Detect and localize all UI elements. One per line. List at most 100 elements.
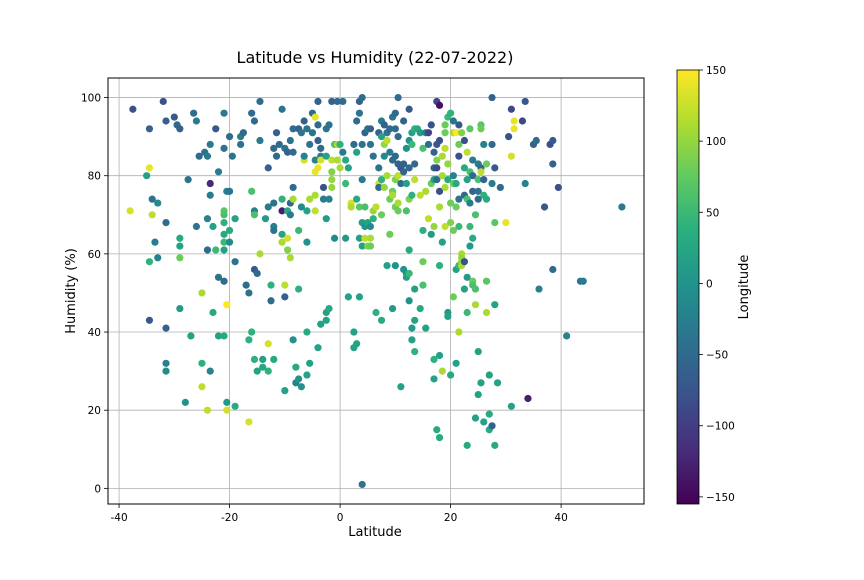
data-point bbox=[203, 152, 212, 160]
data-point bbox=[322, 215, 330, 223]
data-point bbox=[549, 265, 557, 274]
data-point bbox=[148, 211, 156, 219]
data-point bbox=[380, 183, 388, 192]
data-point bbox=[388, 191, 397, 199]
data-point bbox=[463, 273, 471, 281]
data-point bbox=[463, 148, 471, 156]
data-point bbox=[220, 238, 228, 246]
data-point bbox=[435, 203, 444, 211]
data-point bbox=[554, 183, 562, 192]
data-point bbox=[441, 222, 449, 231]
data-point bbox=[424, 140, 433, 149]
data-point bbox=[253, 269, 261, 278]
data-point bbox=[397, 179, 405, 188]
data-point bbox=[435, 136, 444, 145]
data-point bbox=[618, 203, 626, 211]
data-point bbox=[151, 238, 159, 246]
data-point bbox=[314, 164, 322, 172]
data-point bbox=[507, 152, 515, 160]
data-point bbox=[314, 344, 322, 352]
data-point bbox=[419, 144, 427, 152]
data-point bbox=[400, 160, 408, 168]
data-point bbox=[424, 215, 433, 223]
data-point bbox=[248, 109, 256, 117]
data-point bbox=[250, 117, 259, 125]
data-point bbox=[225, 238, 234, 246]
data-point bbox=[300, 152, 308, 160]
data-point bbox=[353, 195, 361, 203]
y-tick-label: 80 bbox=[88, 171, 101, 183]
data-point bbox=[485, 371, 493, 379]
data-point bbox=[358, 176, 366, 184]
data-point bbox=[430, 375, 438, 383]
data-point bbox=[198, 289, 206, 297]
data-point bbox=[295, 285, 303, 293]
data-point bbox=[311, 191, 319, 199]
data-point bbox=[361, 234, 369, 242]
data-point bbox=[438, 152, 446, 160]
data-point bbox=[203, 215, 212, 223]
x-axis-label: Latitude bbox=[348, 525, 402, 540]
data-point bbox=[206, 191, 214, 199]
data-point bbox=[347, 203, 355, 211]
data-point bbox=[350, 328, 358, 336]
data-point bbox=[237, 140, 245, 149]
data-point bbox=[394, 199, 402, 207]
data-point bbox=[270, 199, 278, 207]
data-point bbox=[438, 238, 446, 246]
y-tick-label: 40 bbox=[88, 327, 101, 339]
data-point bbox=[408, 324, 416, 332]
data-point bbox=[477, 168, 485, 176]
data-point bbox=[344, 293, 352, 301]
data-point bbox=[466, 222, 474, 231]
data-point bbox=[383, 136, 391, 145]
data-point bbox=[256, 250, 264, 258]
data-point bbox=[391, 152, 399, 160]
data-point bbox=[272, 129, 281, 137]
data-point bbox=[402, 207, 410, 215]
data-point bbox=[444, 176, 452, 184]
data-point bbox=[223, 406, 231, 414]
data-point bbox=[289, 125, 297, 133]
data-point bbox=[405, 297, 413, 305]
data-point bbox=[388, 304, 397, 313]
data-point bbox=[474, 347, 482, 356]
y-tick-label: 20 bbox=[88, 405, 101, 417]
data-point bbox=[322, 316, 330, 324]
data-point bbox=[353, 340, 361, 348]
data-point bbox=[449, 226, 457, 235]
data-point bbox=[272, 152, 281, 160]
data-point bbox=[380, 152, 388, 160]
data-point bbox=[145, 164, 154, 172]
data-point bbox=[303, 371, 311, 379]
y-axis-ticks: 0 20 40 60 80 100 bbox=[81, 93, 108, 495]
data-point bbox=[328, 183, 336, 192]
data-point bbox=[281, 387, 289, 395]
data-point bbox=[212, 125, 220, 133]
data-point bbox=[209, 222, 217, 231]
colorbar-tick-label: 150 bbox=[706, 65, 726, 77]
data-point bbox=[488, 422, 496, 430]
data-point bbox=[220, 144, 228, 152]
data-point bbox=[449, 293, 457, 301]
data-point bbox=[549, 160, 557, 168]
data-point bbox=[408, 336, 416, 344]
data-point bbox=[480, 418, 488, 426]
data-point bbox=[220, 332, 228, 340]
data-point bbox=[342, 156, 350, 164]
data-point bbox=[154, 254, 162, 262]
data-point bbox=[259, 355, 267, 363]
data-point bbox=[162, 324, 170, 332]
data-point bbox=[286, 136, 294, 145]
data-point bbox=[549, 136, 557, 145]
colorbar-ticks: 150 100 50 0 −50 −100 −150 bbox=[699, 65, 735, 504]
colorbar-label: Longitude bbox=[737, 255, 752, 320]
data-point bbox=[303, 328, 311, 336]
data-point bbox=[377, 316, 386, 324]
data-point bbox=[159, 97, 167, 106]
data-point bbox=[386, 148, 394, 156]
data-point bbox=[460, 164, 469, 172]
data-point bbox=[394, 93, 402, 102]
data-point bbox=[267, 297, 275, 305]
